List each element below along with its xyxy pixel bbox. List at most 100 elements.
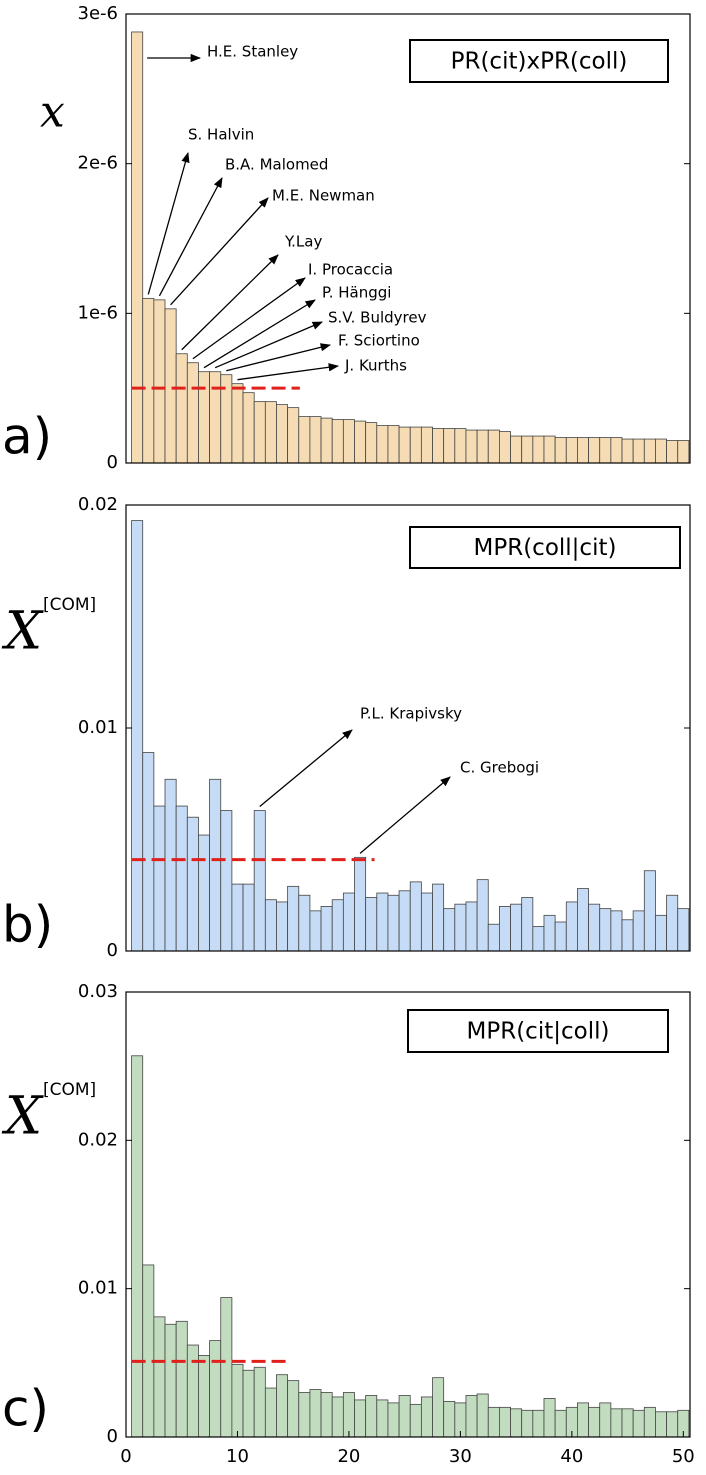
bar — [487, 923, 500, 952]
bar — [599, 437, 612, 464]
x-tick-label: 10 — [226, 1446, 249, 1467]
y-tick-label: 0.01 — [78, 1278, 118, 1299]
bar — [142, 752, 155, 952]
bar — [242, 392, 255, 464]
bar — [209, 778, 222, 952]
bar — [320, 1392, 333, 1438]
bar — [264, 899, 277, 952]
y-tick-label: 0.01 — [78, 717, 118, 738]
bar — [153, 299, 166, 464]
bar — [298, 1392, 311, 1438]
bar — [666, 440, 679, 464]
bar — [331, 899, 344, 952]
chart-title: MPR(cit|coll) — [467, 1019, 610, 1045]
annotation-arrow — [147, 151, 190, 295]
y-axis-label: x — [40, 87, 65, 138]
bar — [164, 1323, 177, 1438]
bar — [387, 894, 400, 952]
bar — [655, 1411, 667, 1438]
bar — [588, 437, 601, 464]
panel-label: a) — [2, 408, 52, 466]
bar — [532, 435, 545, 464]
bar — [409, 1403, 422, 1438]
bar — [131, 31, 144, 464]
x-tick-label: 30 — [449, 1446, 472, 1467]
bar — [231, 383, 244, 464]
bar — [398, 890, 411, 952]
bar — [420, 426, 433, 464]
bar — [231, 1363, 244, 1438]
bar — [543, 1398, 556, 1438]
bar — [599, 1402, 612, 1438]
bar — [298, 416, 311, 464]
bar — [487, 429, 500, 464]
bar — [376, 425, 389, 464]
bar — [632, 1409, 645, 1438]
bar — [398, 426, 411, 464]
bar — [231, 883, 244, 952]
bar — [142, 297, 155, 464]
bar — [599, 908, 612, 952]
y-axis-label-sup: [COM] — [43, 1080, 96, 1100]
y-tick-label: 0 — [107, 1426, 118, 1447]
annotation-arrow — [192, 277, 306, 360]
bar — [242, 1369, 255, 1438]
y-axis-label: X — [1, 1087, 44, 1147]
x-tick-label: 50 — [672, 1446, 695, 1467]
bar — [565, 437, 578, 464]
chart-title: PR(cit)xPR(coll) — [451, 49, 628, 75]
annotation-label: M.E. Newman — [272, 187, 375, 205]
bar — [465, 901, 478, 952]
bar — [153, 805, 166, 952]
bar — [198, 834, 210, 952]
bar — [354, 1399, 367, 1438]
bar — [198, 1355, 210, 1438]
bar — [476, 429, 489, 464]
panel-label: c) — [2, 1380, 49, 1438]
bar — [287, 407, 300, 464]
bar — [376, 1399, 389, 1438]
bar — [342, 419, 355, 464]
bar — [287, 885, 300, 952]
bar — [342, 1392, 355, 1438]
bar — [142, 1264, 155, 1438]
bar — [264, 1387, 277, 1438]
bar — [276, 901, 289, 952]
bar — [198, 371, 210, 464]
bar — [409, 426, 422, 464]
bar — [409, 881, 422, 952]
bar — [643, 870, 656, 952]
bar — [420, 1396, 433, 1438]
annotation-arrow — [214, 321, 323, 369]
bar — [398, 1395, 411, 1438]
bar — [276, 404, 289, 464]
y-tick-label: 0.02 — [78, 1129, 118, 1150]
y-axis-label: X — [1, 602, 44, 662]
bar — [131, 1055, 144, 1438]
bar — [621, 438, 634, 464]
bar — [253, 401, 266, 464]
bar — [655, 438, 667, 464]
bar — [632, 438, 645, 464]
bar — [498, 431, 511, 464]
bar — [153, 1316, 166, 1438]
y-tick-label: 3e-6 — [78, 3, 118, 24]
bar — [610, 1408, 623, 1438]
panel-label: b) — [2, 896, 53, 954]
bar — [510, 1408, 523, 1438]
bar — [543, 435, 556, 464]
bar — [342, 892, 355, 952]
bar — [454, 428, 467, 464]
bar — [209, 1340, 222, 1438]
annotation-arrow — [259, 729, 353, 808]
bar — [588, 903, 601, 952]
bar — [588, 1406, 601, 1438]
bar — [376, 892, 389, 952]
annotation-label: C. Grebogi — [460, 759, 539, 777]
bar — [521, 1409, 534, 1438]
bar — [610, 910, 623, 952]
bar — [387, 1402, 400, 1438]
bar — [532, 926, 545, 952]
bar — [131, 520, 144, 952]
